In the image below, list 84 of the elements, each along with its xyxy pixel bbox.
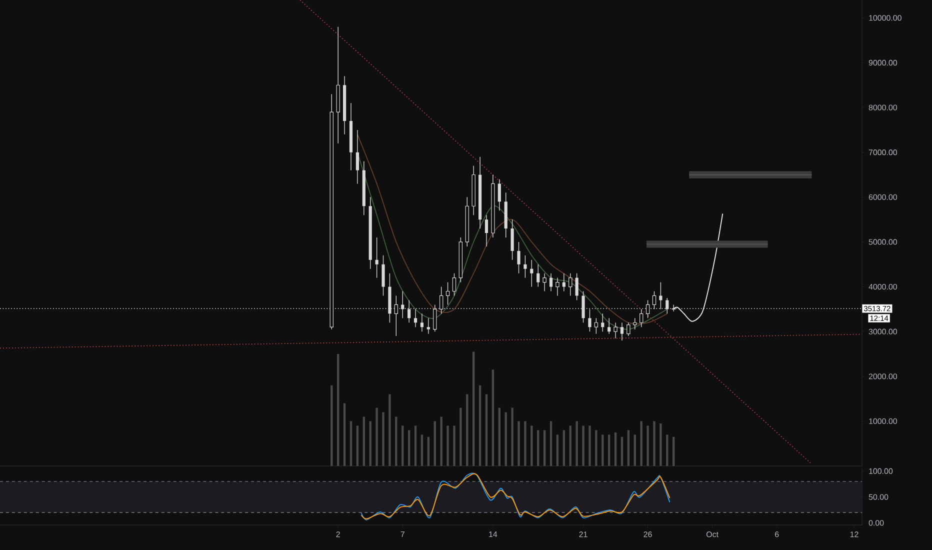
- candlestick: [614, 322, 618, 339]
- bar: [376, 408, 378, 466]
- bar: [362, 416, 366, 466]
- bar: [478, 385, 482, 466]
- bar: [518, 421, 520, 466]
- bar: [453, 426, 456, 466]
- bar: [524, 421, 526, 466]
- bar: [388, 394, 391, 466]
- bar: [666, 434, 668, 466]
- bar: [492, 370, 494, 466]
- bar: [634, 434, 636, 466]
- candlestick: [659, 282, 662, 310]
- candlestick: [498, 178, 501, 211]
- candlestick: [426, 318, 430, 334]
- candlestick: [414, 308, 418, 328]
- bar: [627, 430, 630, 466]
- bar: [614, 432, 617, 466]
- candlestick: [633, 318, 637, 330]
- candlestick: [542, 272, 546, 292]
- bar: [336, 354, 340, 466]
- bar: [646, 426, 649, 466]
- bar: [427, 436, 430, 466]
- bar: [562, 430, 566, 466]
- bar: [556, 434, 559, 466]
- bar: [569, 426, 572, 466]
- bar: [402, 426, 404, 466]
- bar: [420, 434, 424, 466]
- bar: [395, 416, 398, 466]
- candlestick: [556, 277, 560, 296]
- bar: [485, 394, 488, 466]
- candlestick: [420, 313, 424, 332]
- candlestick: [382, 255, 385, 296]
- bar: [672, 436, 675, 466]
- bar: [530, 426, 533, 466]
- bar: [511, 408, 514, 466]
- bar: [434, 421, 436, 466]
- candlestick: [620, 322, 624, 341]
- bar: [588, 426, 591, 466]
- bar: [550, 421, 552, 466]
- bar: [620, 436, 624, 466]
- bar: [595, 430, 598, 466]
- bar: [408, 430, 410, 466]
- bar: [582, 426, 584, 466]
- bar: [440, 416, 442, 466]
- bar: [466, 394, 468, 466]
- bar: [356, 426, 359, 466]
- candlestick: [608, 318, 611, 334]
- bar: [330, 385, 333, 466]
- candlestick: [510, 219, 514, 260]
- bar: [460, 408, 462, 466]
- candlestick: [484, 214, 488, 247]
- bar: [660, 423, 662, 466]
- candlestick: [524, 255, 527, 278]
- candlestick: [601, 313, 604, 332]
- candlestick: [568, 272, 572, 296]
- bar: [537, 430, 540, 466]
- candlestick: [549, 272, 553, 292]
- bar: [446, 426, 449, 466]
- candlestick: [626, 322, 630, 336]
- bar: [343, 403, 346, 466]
- bar: [640, 421, 642, 466]
- candlestick: [562, 272, 566, 292]
- candlestick: [446, 282, 450, 306]
- bar: [576, 421, 578, 466]
- bar: [369, 421, 372, 466]
- bar: [414, 426, 417, 466]
- candlestick: [536, 264, 540, 288]
- bar: [498, 408, 500, 466]
- candlestick: [575, 272, 578, 301]
- candlestick: [594, 318, 598, 334]
- bar: [602, 434, 604, 466]
- bar: [653, 421, 656, 466]
- candlestick: [452, 272, 456, 296]
- candlestick: [356, 130, 359, 184]
- candlestick: [375, 237, 378, 278]
- bar: [472, 352, 475, 466]
- bar: [504, 412, 507, 466]
- bar: [543, 430, 546, 466]
- bar: [382, 412, 384, 466]
- bar: [608, 434, 610, 466]
- candlestick: [517, 242, 520, 274]
- candlestick: [530, 260, 534, 288]
- candlestick: [639, 308, 644, 328]
- bar: [350, 421, 352, 466]
